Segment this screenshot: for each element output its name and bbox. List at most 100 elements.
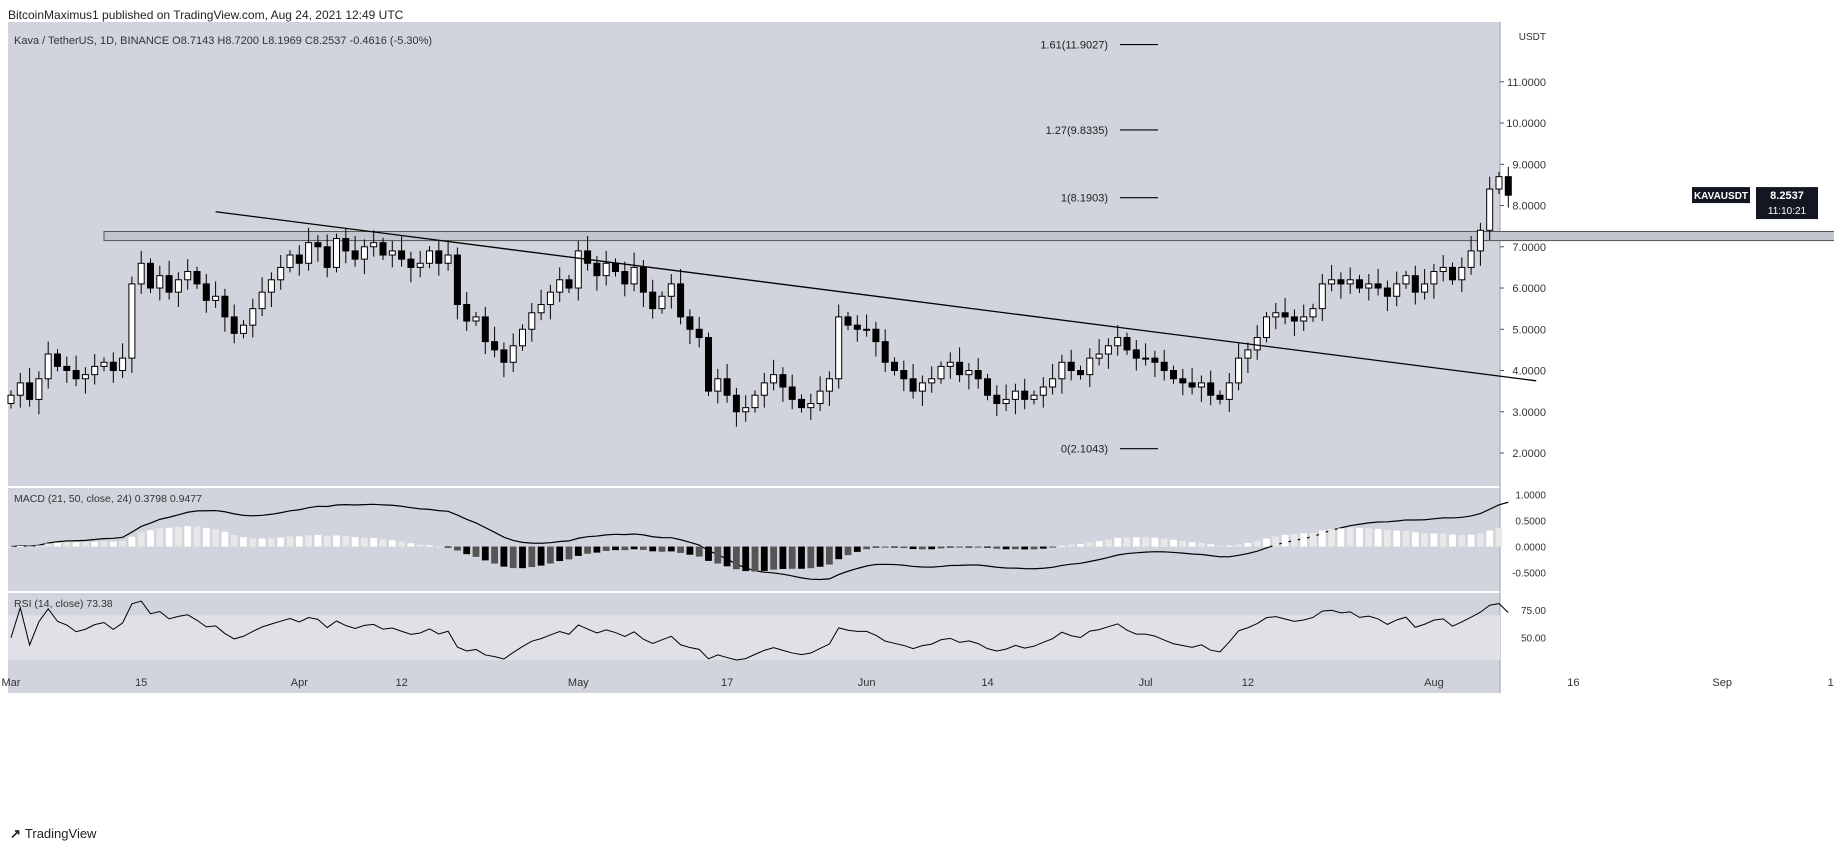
macd-bar	[472, 546, 480, 557]
candle-body	[974, 370, 982, 380]
candle	[444, 240, 452, 271]
candle	[491, 326, 499, 358]
rsi-tick-label: 75.00	[1521, 606, 1546, 617]
candle-body	[872, 328, 880, 343]
candle-body	[35, 378, 43, 400]
candle-body	[565, 279, 573, 289]
macd-bar	[1123, 537, 1131, 547]
macd-bar	[733, 546, 740, 570]
candle	[574, 241, 582, 301]
macd-bar	[1393, 530, 1401, 547]
macd-bar	[454, 546, 461, 551]
candle	[677, 269, 685, 325]
chart-canvas[interactable]: 11.0000 10.0000 9.0000 8.0000 7.0000 6.0000 5.…	[0, 0, 1834, 820]
macd-bar	[853, 546, 861, 552]
macd-bar	[1309, 532, 1317, 547]
candle-body	[100, 361, 108, 367]
candle	[407, 251, 415, 283]
candle	[1058, 354, 1066, 394]
macd-bar	[109, 541, 117, 547]
brand-text: TradingView	[24, 826, 97, 841]
candle	[658, 291, 666, 314]
resistance-zone	[103, 231, 1834, 242]
macd-bar	[1495, 527, 1503, 547]
macd-bar	[705, 546, 712, 561]
macd-bar	[602, 546, 610, 551]
macd-bar	[1142, 537, 1149, 547]
candle	[993, 385, 1001, 416]
price-unit-label: USDT	[1519, 32, 1546, 43]
candle-body	[891, 361, 898, 372]
candle	[26, 368, 34, 407]
macd-tick-label: -0.5000	[1512, 569, 1546, 580]
candle	[277, 255, 285, 290]
candle	[881, 329, 889, 373]
rsi-legend: RSI (14, close) 73.38	[14, 598, 113, 610]
candle-body	[695, 328, 703, 339]
candle-body	[1439, 266, 1447, 273]
candle	[1504, 166, 1512, 208]
candle-body	[156, 275, 164, 289]
macd-bar	[1421, 533, 1428, 547]
candle	[974, 358, 982, 389]
candle	[956, 347, 964, 383]
macd-bar	[137, 532, 145, 547]
candle-body	[1030, 394, 1038, 400]
candle-body	[1300, 316, 1308, 322]
macd-bar	[788, 546, 796, 569]
candle-body	[1086, 357, 1094, 376]
macd-bar	[919, 546, 926, 550]
candle-body	[1458, 266, 1466, 281]
macd-bar	[1328, 529, 1335, 547]
candle-body	[314, 242, 322, 248]
candle	[1104, 338, 1112, 369]
macd-bar	[900, 546, 908, 549]
macd-bar	[1207, 544, 1215, 547]
candle	[1216, 390, 1224, 405]
candle-body	[1281, 312, 1289, 318]
macd-bar	[249, 538, 257, 547]
macd-bar	[370, 537, 378, 547]
candle	[909, 363, 917, 399]
candle	[1430, 264, 1438, 299]
fib-level-label: 1(8.1903)	[1061, 193, 1108, 205]
macd-bar	[537, 546, 545, 566]
tradingview-logo[interactable]: ↗ TradingView	[10, 826, 96, 842]
macd-bar	[1337, 528, 1345, 547]
macd-bar	[1086, 542, 1094, 547]
macd-bar	[667, 546, 675, 552]
candle	[900, 360, 908, 392]
candle-body	[881, 341, 889, 363]
macd-bar	[519, 546, 526, 569]
macd-bar	[509, 546, 517, 569]
time-tick-label: 16	[1567, 677, 1579, 689]
candle	[714, 368, 722, 404]
price-badge-countdown: 11:10:21	[1768, 206, 1807, 217]
candle	[63, 356, 71, 383]
candle-body	[165, 275, 173, 293]
macd-bar	[1002, 546, 1010, 550]
ticker-badge-label: KAVAUSDT	[1694, 191, 1748, 202]
candle	[937, 361, 945, 384]
candle-body	[1309, 308, 1317, 318]
macd-bar	[677, 546, 684, 553]
candle-body	[1151, 357, 1159, 363]
candle	[705, 332, 712, 397]
macd-bar	[1356, 527, 1363, 547]
candle-body	[984, 378, 991, 396]
candle	[416, 250, 424, 278]
candle	[388, 241, 396, 268]
fib-level-label: 1.27(9.8335)	[1046, 125, 1108, 137]
candle-body	[193, 271, 201, 285]
macd-bar	[974, 546, 982, 548]
candle-body	[491, 341, 499, 351]
macd-bar	[277, 537, 285, 547]
tv-logo-icon: ↗	[10, 826, 21, 841]
candle-body	[714, 378, 722, 392]
candle-body	[537, 304, 545, 314]
macd-bar	[649, 546, 657, 552]
candle-body	[379, 242, 387, 256]
price-pane-bg	[8, 22, 1500, 486]
candle-body	[816, 390, 824, 405]
candle	[165, 260, 173, 300]
